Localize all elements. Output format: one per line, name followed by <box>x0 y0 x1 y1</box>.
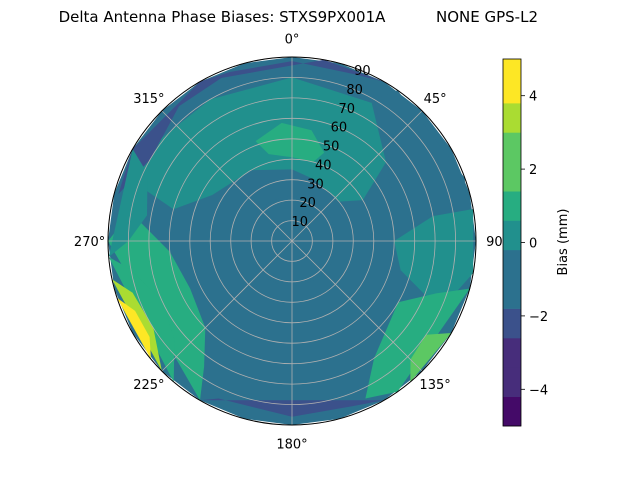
azimuth-tick-label: 180° <box>276 437 307 452</box>
contour-north-patch <box>255 122 325 162</box>
azimuth-tick-label: 0° <box>285 33 300 48</box>
azimuth-tick-label: 225° <box>133 378 164 393</box>
colorbar-band <box>503 161 521 192</box>
colorbar-band <box>503 279 521 309</box>
colorbar-band <box>503 337 521 368</box>
chart-subtitle: NONE GPS-L2 <box>436 8 538 26</box>
colorbar-band <box>503 103 521 133</box>
polar-ticks: 0° 45° 90 135° 180° 225° 270° 315° 10 20 30 40 50 60 7… <box>74 33 503 453</box>
colorbar-band <box>503 220 521 251</box>
azimuth-gridline <box>291 110 423 242</box>
azimuth-gridline <box>161 240 293 372</box>
colorbar-tick-label: −4 <box>529 383 548 398</box>
polar-frame <box>107 56 477 426</box>
colorbar-band <box>503 367 521 397</box>
radial-tick-label: 20 <box>299 196 316 211</box>
azimuth-tick-label: 135° <box>419 378 450 393</box>
azimuth-gridline <box>291 240 423 372</box>
chart-title: Delta Antenna Phase Biases: STXS9PX001A <box>59 8 387 26</box>
colorbar-band <box>503 249 521 280</box>
colorbar-tick-label: 4 <box>529 90 537 105</box>
contour-southwest-peak <box>117 297 151 360</box>
colorbar-tick-label: 0 <box>529 237 537 252</box>
contour-west-band <box>108 149 148 257</box>
radial-tick-label: 70 <box>339 102 356 117</box>
contour-northeast-arc <box>373 90 466 226</box>
radial-tick-label: 90 <box>354 64 371 79</box>
radial-tick-label: 60 <box>331 121 348 136</box>
contour-southwest-edge <box>112 279 162 372</box>
azimuth-tick-label: 270° <box>74 235 105 250</box>
radial-tick-label: 50 <box>323 140 340 155</box>
radial-tick-label: 40 <box>315 158 332 173</box>
colorbar-band <box>503 396 521 427</box>
azimuth-tick-label: 315° <box>133 92 164 107</box>
radial-tick-label: 10 <box>292 215 309 230</box>
radial-tick-label: 30 <box>307 177 324 192</box>
colorbar-band <box>503 59 521 74</box>
colorbar-label: Bias (mm) <box>556 209 571 276</box>
colorbar-band <box>503 132 521 163</box>
radial-tick-label: 80 <box>346 83 363 98</box>
colorbar-band <box>503 308 521 339</box>
azimuth-gridline <box>161 110 293 242</box>
contour-north-rim <box>200 59 384 82</box>
colorbar-band <box>503 191 521 221</box>
polar-grid <box>107 56 477 426</box>
colorbar-tick-label: −2 <box>529 310 548 325</box>
azimuth-tick-label: 45° <box>424 92 447 107</box>
azimuth-tick-label: 90 <box>486 235 503 250</box>
colorbar-band <box>503 73 521 104</box>
colorbar: −4 −2 0 2 4 <box>502 58 548 427</box>
colorbar-tick-label: 2 <box>529 163 537 178</box>
